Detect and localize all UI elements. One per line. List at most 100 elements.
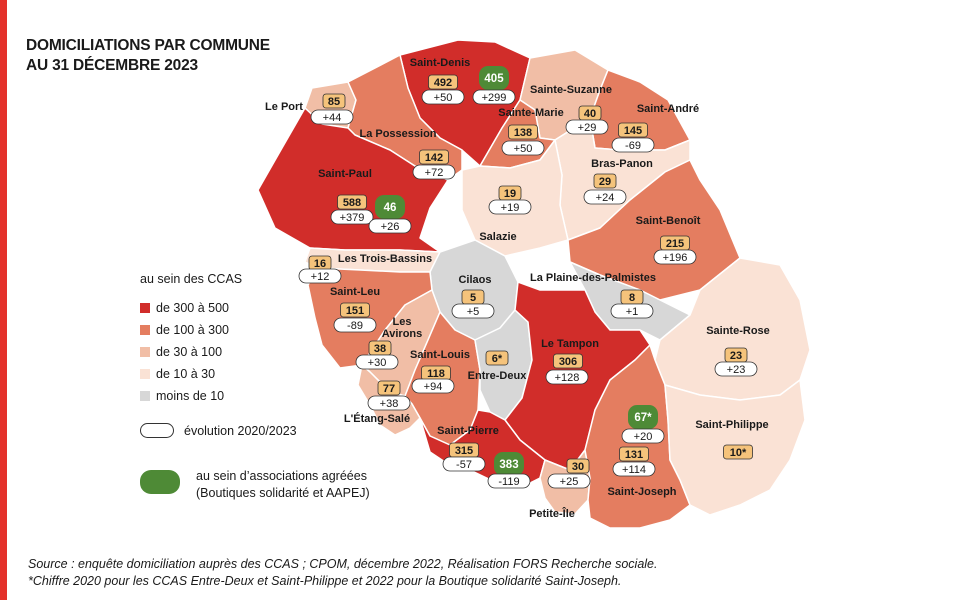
bras-panon-value-box — [593, 173, 617, 189]
sainte-marie-evolution: +50 — [514, 143, 533, 155]
salazie-value: 19 — [504, 188, 516, 200]
bras-panon-value: 29 — [599, 176, 611, 188]
saint-paul-value-box — [337, 194, 367, 210]
sainte-rose-value: 23 — [730, 350, 742, 362]
map-title: DOMICILIATIONS PAR COMMUNE AU 31 DÉCEMBR… — [26, 36, 270, 76]
label-saint-pierre: Saint-Pierre — [437, 425, 499, 437]
legend-association-label: au sein d’associations agréées (Boutique… — [196, 469, 370, 500]
saint-pierre-association-blob — [494, 452, 524, 476]
saint-leu-value: 151 — [346, 305, 364, 317]
label-cilaos: Cilaos — [458, 274, 491, 286]
label-les-avirons: Les Avirons — [382, 316, 423, 340]
la-possession-evolution: +72 — [425, 167, 444, 179]
bras-panon-evolution-pill — [583, 189, 627, 205]
commune-regions — [257, 39, 811, 529]
saint-andre-value-box — [618, 122, 648, 138]
legend-swatch — [140, 391, 150, 401]
les-avirons-evolution-pill — [355, 354, 399, 370]
la-plaine-des-palmistes-value: 8 — [629, 292, 635, 304]
le-tampon-value: 306 — [559, 356, 577, 368]
saint-paul-association-evolution-pill — [368, 218, 412, 234]
saint-denis-value-box — [428, 74, 458, 90]
label-le-port: Le Port — [265, 101, 303, 113]
saint-denis-association-evolution-pill — [472, 89, 516, 105]
cilaos-evolution-pill — [451, 303, 495, 319]
l-etang-sale-evolution: +38 — [380, 398, 399, 410]
legend-item-30-100: de 30 à 100 — [140, 344, 222, 360]
legend-item-100-300: de 100 à 300 — [140, 322, 229, 338]
la-possession-value-box — [419, 149, 449, 165]
label-la-plaine-des-palmistes: La Plaine-des-Palmistes — [530, 272, 656, 284]
petite-ile-value-box — [566, 458, 590, 474]
label-saint-denis: Saint-Denis — [410, 57, 471, 69]
l-etang-sale-evolution-pill — [367, 395, 411, 411]
label-saint-louis: Saint-Louis — [410, 349, 470, 361]
source-note: Source : enquête domiciliation auprès de… — [28, 556, 657, 590]
accent-bar — [0, 0, 7, 600]
les-avirons-value: 38 — [374, 343, 386, 355]
sainte-marie-evolution-pill — [501, 140, 545, 156]
label-saint-paul: Saint-Paul — [318, 168, 372, 180]
sainte-marie-value-box — [508, 124, 538, 140]
la-possession-value: 142 — [425, 152, 443, 164]
saint-denis-association-evolution: +299 — [482, 92, 507, 104]
salazie-evolution-pill — [488, 199, 532, 215]
saint-benoit-evolution: +196 — [663, 252, 688, 264]
label-les-trois-bassins: Les Trois-Bassins — [338, 253, 432, 265]
sainte-suzanne-evolution-pill — [565, 119, 609, 135]
label-salazie: Salazie — [479, 231, 516, 243]
saint-louis-evolution: +94 — [424, 381, 443, 393]
label-bras-panon: Bras-Panon — [591, 158, 653, 170]
saint-andre-evolution: -69 — [625, 140, 641, 152]
saint-denis-evolution: +50 — [434, 92, 453, 104]
saint-pierre-evolution: -57 — [456, 459, 472, 471]
entre-deux-value: 6* — [492, 353, 503, 365]
saint-joseph-association-evolution: +20 — [634, 431, 653, 443]
saint-louis-evolution-pill — [411, 378, 455, 394]
saint-louis-value: 118 — [427, 368, 445, 380]
saint-joseph-association-evolution-pill — [621, 428, 665, 444]
le-tampon-evolution: +128 — [555, 372, 580, 384]
saint-denis-association-value: 405 — [484, 73, 504, 85]
saint-denis-evolution-pill — [421, 89, 465, 105]
cilaos-value: 5 — [470, 292, 476, 304]
le-port-evolution-pill — [310, 109, 354, 125]
saint-paul-association-evolution: +26 — [381, 221, 400, 233]
legend-swatch — [140, 325, 150, 335]
legend-swatch — [140, 303, 150, 313]
saint-paul-association-value: 46 — [384, 202, 397, 214]
les-avirons-evolution: +30 — [368, 357, 387, 369]
label-saint-philippe: Saint-Philippe — [695, 419, 768, 431]
les-trois-bassins-value: 16 — [314, 258, 326, 270]
les-trois-bassins-evolution: +12 — [311, 271, 330, 283]
source-line-2: *Chiffre 2020 pour les CCAS Entre-Deux e… — [28, 574, 622, 588]
saint-joseph-association-blob — [628, 405, 658, 429]
saint-denis-value: 492 — [434, 77, 452, 89]
saint-benoit-evolution-pill — [653, 249, 697, 265]
label-l-etang-sale: L'Étang-Salé — [344, 412, 410, 425]
saint-paul-evolution: +379 — [340, 212, 365, 224]
label-sainte-marie: Sainte-Marie — [498, 107, 563, 119]
legend-item-300-500: de 300 à 500 — [140, 300, 229, 316]
saint-joseph-value-box — [619, 446, 649, 462]
legend-item-under-10: moins de 10 — [140, 388, 224, 404]
saint-pierre-association-value: 383 — [499, 459, 518, 471]
label-sainte-suzanne: Sainte-Suzanne — [530, 84, 612, 96]
le-port-value-box — [322, 93, 346, 109]
saint-pierre-association-evolution: -119 — [498, 476, 519, 488]
label-saint-benoit: Saint-Benoît — [636, 215, 701, 227]
sainte-marie-value: 138 — [514, 127, 532, 139]
label-saint-leu: Saint-Leu — [330, 286, 380, 298]
le-tampon-value-box — [553, 353, 583, 369]
saint-pierre-association-evolution-pill — [487, 473, 531, 489]
saint-denis-association-blob — [479, 66, 509, 90]
legend-swatch — [140, 347, 150, 357]
saint-joseph-evolution-pill — [612, 461, 656, 477]
les-trois-bassins-evolution-pill — [298, 268, 342, 284]
saint-paul-evolution-pill — [330, 209, 374, 225]
l-etang-sale-value-box — [377, 380, 401, 396]
l-etang-sale-value: 77 — [383, 383, 395, 395]
bras-panon-evolution: +24 — [596, 192, 615, 204]
